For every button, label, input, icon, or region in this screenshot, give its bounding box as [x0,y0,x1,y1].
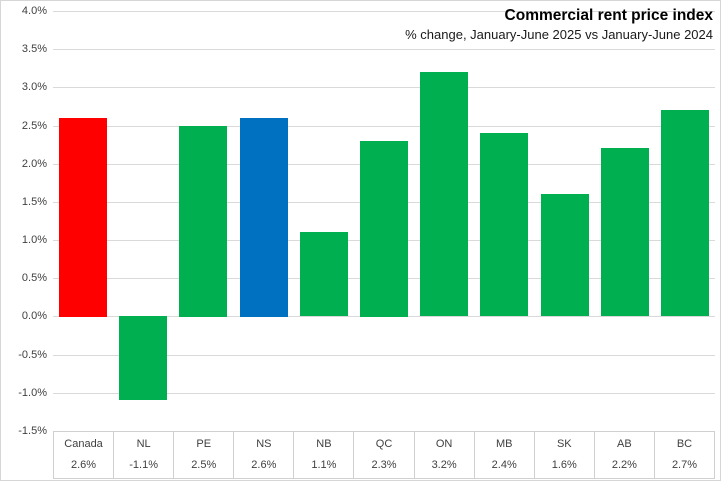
data-table-column-NL: NL -1.1% [114,432,175,478]
y-axis-label-3.0%: 3.0% [21,81,47,93]
data-table-column-NS: NS 2.6% [234,432,295,478]
category-label: NB [316,438,332,450]
bar-QC [360,141,408,317]
gridline-3.5% [53,49,715,50]
chart-data-table: Canada 2.6% NL -1.1% PE 2.5% NS 2.6% NB 1.1% QC 2.3… [53,431,715,479]
data-table-column-PE: PE 2.5% [174,432,235,478]
y-axis-label-1.0%: 1.0% [21,234,47,246]
bar-NS [240,118,288,317]
chart-title: Commercial rent price index [504,7,713,24]
category-label: PE [196,438,212,450]
category-value: 2.2% [611,459,637,471]
category-value: 2.3% [371,459,397,471]
y-axis-label-0.5%: 0.5% [21,272,47,284]
y-axis-label-2.5%: 2.5% [21,120,47,132]
y-axis-label-1.5%: 1.5% [21,196,47,208]
category-label: AB [617,438,632,450]
chart-subtitle: % change, January-June 2025 vs January-J… [405,27,713,42]
data-table-column-Canada: Canada 2.6% [54,432,115,478]
gridline--0.5% [53,355,715,356]
bar-Canada [59,118,107,317]
category-value: 2.6% [71,459,97,471]
bar-NB [300,232,348,316]
y-axis-label-0.0%: 0.0% [21,310,47,322]
category-value: 3.2% [431,459,457,471]
y-axis-label--0.5%: -0.5% [18,349,47,361]
data-table-column-SK: SK 1.6% [535,432,595,478]
y-axis-label-4.0%: 4.0% [21,5,47,17]
data-table-column-AB: AB 2.2% [595,432,655,478]
category-value: 2.5% [191,459,217,471]
category-value: 1.1% [311,459,337,471]
category-label: BC [676,438,693,450]
category-label: Canada [64,438,103,450]
data-table-column-NB: NB 1.1% [294,432,355,478]
data-table-column-ON: ON 3.2% [415,432,475,478]
category-label: NS [256,438,272,450]
category-label: NL [136,438,151,450]
bar-MB [480,133,528,316]
category-label: MB [495,438,513,450]
bar-ON [420,72,468,316]
bar-SK [541,194,589,316]
category-value: 2.7% [671,459,698,471]
category-label: ON [435,438,453,450]
y-axis-label-3.5%: 3.5% [21,43,47,55]
bar-AB [601,148,649,316]
data-table-column-QC: QC 2.3% [354,432,415,478]
gridline-3.0% [53,87,715,88]
y-axis-label--1.5%: -1.5% [18,425,47,437]
category-value: 1.6% [551,459,577,471]
chart-header: Commercial rent price index % change, Ja… [405,6,713,43]
data-table-column-MB: MB 2.4% [475,432,535,478]
gridline-4.0% [53,11,715,12]
gridline--1.0% [53,393,715,394]
data-table-column-BC: BC 2.7% [655,432,714,478]
category-value: -1.1% [129,459,159,471]
category-value: 2.4% [491,459,517,471]
y-axis-label--1.0%: -1.0% [18,387,47,399]
bar-NL [119,316,167,400]
gridline-2.5% [53,126,715,127]
bar-PE [179,126,227,317]
bar-BC [661,110,709,316]
category-label: SK [556,438,572,450]
y-axis-label-2.0%: 2.0% [21,158,47,170]
category-value: 2.6% [251,459,277,471]
category-label: QC [375,438,393,450]
